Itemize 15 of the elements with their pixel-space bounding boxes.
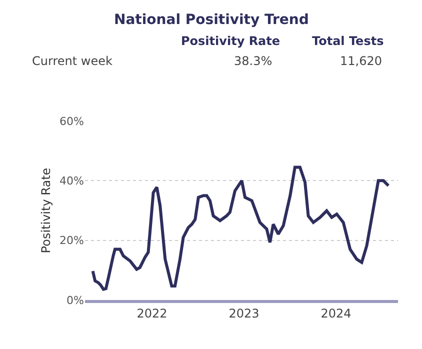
text: 11,620 <box>340 54 382 68</box>
text: 38.3% <box>234 54 272 68</box>
y-tick-label: 60% <box>60 114 84 128</box>
text: Positivity Rate <box>181 34 280 48</box>
y-tick-label: 40% <box>60 174 84 188</box>
line-series <box>91 166 390 291</box>
text: Total Tests <box>312 34 384 48</box>
y-tick-label: 20% <box>60 234 84 248</box>
x-tick-label: 2024 <box>320 306 352 320</box>
y-axis-title: Positivity Rate <box>38 168 53 254</box>
x-tick-label: 2022 <box>136 306 168 320</box>
y-tick-label: 0% <box>66 294 84 307</box>
chart-title: National Positivity Trend <box>114 12 309 28</box>
x-tick-label: 2023 <box>228 306 260 320</box>
text: Current week <box>32 54 112 68</box>
